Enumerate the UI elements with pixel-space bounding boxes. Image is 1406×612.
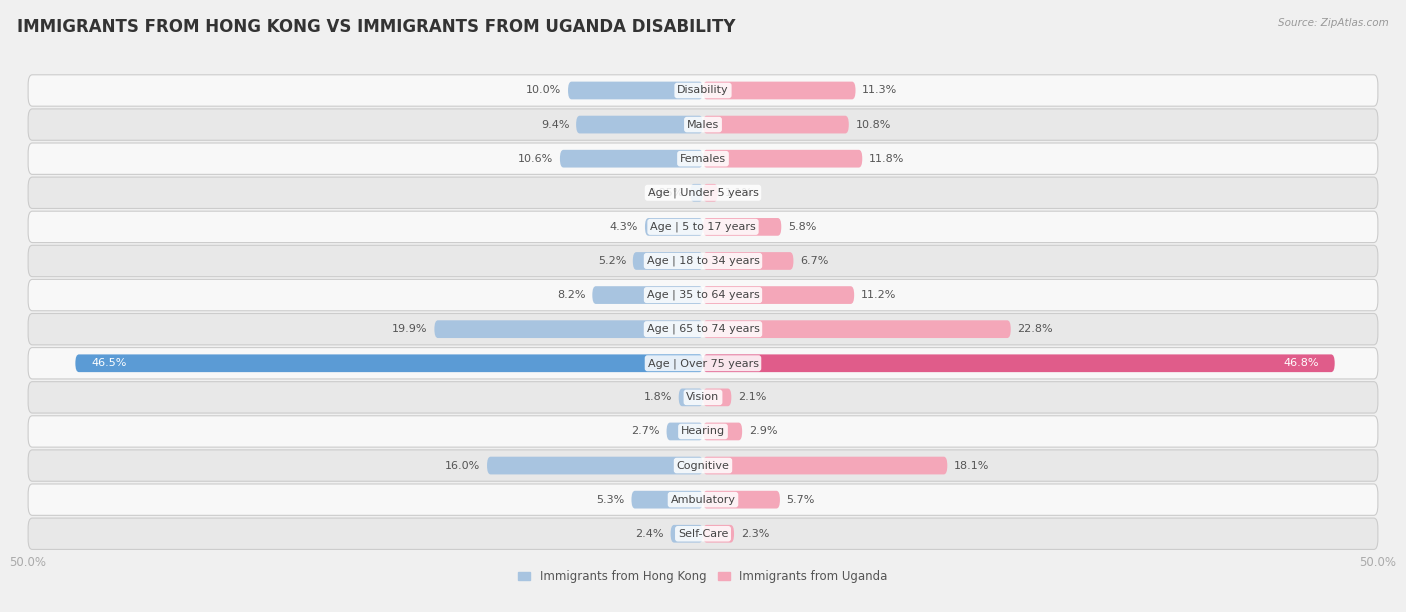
Text: 4.3%: 4.3% — [610, 222, 638, 232]
FancyBboxPatch shape — [28, 75, 1378, 106]
Text: Age | 65 to 74 years: Age | 65 to 74 years — [647, 324, 759, 334]
Text: 2.3%: 2.3% — [741, 529, 769, 539]
Text: 5.2%: 5.2% — [598, 256, 626, 266]
Text: 16.0%: 16.0% — [446, 461, 481, 471]
Text: 5.7%: 5.7% — [787, 494, 815, 505]
FancyBboxPatch shape — [28, 450, 1378, 481]
FancyBboxPatch shape — [76, 354, 703, 372]
Text: 2.4%: 2.4% — [636, 529, 664, 539]
FancyBboxPatch shape — [703, 184, 718, 201]
Text: 11.2%: 11.2% — [860, 290, 896, 300]
FancyBboxPatch shape — [633, 252, 703, 270]
FancyBboxPatch shape — [28, 382, 1378, 413]
Text: Cognitive: Cognitive — [676, 461, 730, 471]
FancyBboxPatch shape — [703, 81, 855, 99]
Text: Vision: Vision — [686, 392, 720, 402]
Text: 18.1%: 18.1% — [955, 461, 990, 471]
Legend: Immigrants from Hong Kong, Immigrants from Uganda: Immigrants from Hong Kong, Immigrants fr… — [513, 565, 893, 588]
FancyBboxPatch shape — [703, 218, 782, 236]
FancyBboxPatch shape — [671, 525, 703, 543]
Text: 5.8%: 5.8% — [787, 222, 817, 232]
Text: 2.9%: 2.9% — [749, 427, 778, 436]
Text: 8.2%: 8.2% — [557, 290, 585, 300]
Text: 1.1%: 1.1% — [724, 188, 752, 198]
FancyBboxPatch shape — [703, 423, 742, 440]
Text: Hearing: Hearing — [681, 427, 725, 436]
Text: 11.3%: 11.3% — [862, 86, 897, 95]
FancyBboxPatch shape — [679, 389, 703, 406]
Text: 46.8%: 46.8% — [1284, 358, 1319, 368]
FancyBboxPatch shape — [28, 280, 1378, 311]
Text: 46.5%: 46.5% — [91, 358, 127, 368]
FancyBboxPatch shape — [703, 116, 849, 133]
FancyBboxPatch shape — [703, 252, 793, 270]
Text: 9.4%: 9.4% — [541, 119, 569, 130]
Text: IMMIGRANTS FROM HONG KONG VS IMMIGRANTS FROM UGANDA DISABILITY: IMMIGRANTS FROM HONG KONG VS IMMIGRANTS … — [17, 18, 735, 36]
Text: Self-Care: Self-Care — [678, 529, 728, 539]
Text: Disability: Disability — [678, 86, 728, 95]
Text: 10.0%: 10.0% — [526, 86, 561, 95]
Text: Age | 5 to 17 years: Age | 5 to 17 years — [650, 222, 756, 232]
Text: 6.7%: 6.7% — [800, 256, 828, 266]
FancyBboxPatch shape — [28, 313, 1378, 345]
FancyBboxPatch shape — [28, 109, 1378, 140]
FancyBboxPatch shape — [486, 457, 703, 474]
FancyBboxPatch shape — [703, 354, 1334, 372]
Text: Age | 18 to 34 years: Age | 18 to 34 years — [647, 256, 759, 266]
Text: Age | Under 5 years: Age | Under 5 years — [648, 187, 758, 198]
Text: 1.8%: 1.8% — [644, 392, 672, 402]
Text: 10.6%: 10.6% — [517, 154, 553, 163]
Text: 11.8%: 11.8% — [869, 154, 904, 163]
FancyBboxPatch shape — [592, 286, 703, 304]
FancyBboxPatch shape — [690, 184, 703, 201]
FancyBboxPatch shape — [28, 143, 1378, 174]
Text: Males: Males — [688, 119, 718, 130]
FancyBboxPatch shape — [28, 211, 1378, 242]
FancyBboxPatch shape — [703, 457, 948, 474]
FancyBboxPatch shape — [28, 416, 1378, 447]
FancyBboxPatch shape — [28, 177, 1378, 209]
Text: Females: Females — [681, 154, 725, 163]
FancyBboxPatch shape — [645, 218, 703, 236]
FancyBboxPatch shape — [28, 518, 1378, 550]
FancyBboxPatch shape — [568, 81, 703, 99]
FancyBboxPatch shape — [703, 150, 862, 168]
Text: 2.1%: 2.1% — [738, 392, 766, 402]
FancyBboxPatch shape — [560, 150, 703, 168]
FancyBboxPatch shape — [666, 423, 703, 440]
FancyBboxPatch shape — [28, 484, 1378, 515]
FancyBboxPatch shape — [703, 389, 731, 406]
Text: Ambulatory: Ambulatory — [671, 494, 735, 505]
Text: 0.95%: 0.95% — [648, 188, 683, 198]
Text: Age | Over 75 years: Age | Over 75 years — [648, 358, 758, 368]
Text: 19.9%: 19.9% — [392, 324, 427, 334]
FancyBboxPatch shape — [703, 320, 1011, 338]
FancyBboxPatch shape — [703, 491, 780, 509]
FancyBboxPatch shape — [434, 320, 703, 338]
Text: 2.7%: 2.7% — [631, 427, 659, 436]
FancyBboxPatch shape — [576, 116, 703, 133]
Text: 5.3%: 5.3% — [596, 494, 624, 505]
Text: Age | 35 to 64 years: Age | 35 to 64 years — [647, 290, 759, 300]
Text: 10.8%: 10.8% — [855, 119, 891, 130]
FancyBboxPatch shape — [703, 525, 734, 543]
FancyBboxPatch shape — [631, 491, 703, 509]
FancyBboxPatch shape — [28, 348, 1378, 379]
FancyBboxPatch shape — [28, 245, 1378, 277]
Text: 22.8%: 22.8% — [1018, 324, 1053, 334]
FancyBboxPatch shape — [703, 286, 855, 304]
Text: Source: ZipAtlas.com: Source: ZipAtlas.com — [1278, 18, 1389, 28]
